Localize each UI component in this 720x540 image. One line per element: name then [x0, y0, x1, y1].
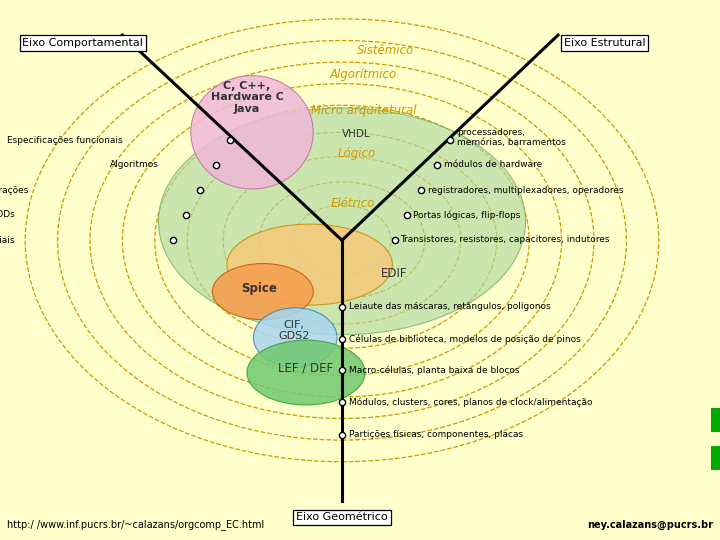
Text: CIF,
GDS2: CIF, GDS2 — [278, 320, 310, 341]
Text: Funções de transferência, equações diferenciais: Funções de transferência, equações difer… — [0, 235, 14, 245]
Text: registradores, multiplexadores, operadores: registradores, multiplexadores, operador… — [428, 186, 624, 194]
Text: Eixo Comportamental: Eixo Comportamental — [22, 38, 143, 48]
Ellipse shape — [247, 340, 365, 405]
Ellipse shape — [212, 264, 313, 320]
Text: Máquinas de estado finitas, operações: Máquinas de estado finitas, operações — [0, 186, 29, 194]
Text: Transistores, resistores, capacitores, indutores: Transistores, resistores, capacitores, i… — [400, 235, 610, 244]
Text: VHDL: VHDL — [342, 129, 371, 139]
Text: http:/ /www.inf.pucrs.br/~calazans/orgcomp_EC.html: http:/ /www.inf.pucrs.br/~calazans/orgco… — [7, 519, 264, 530]
Text: Algorítmico: Algorítmico — [330, 68, 397, 81]
Text: Leiaute das máscaras, retângulos, polígonos: Leiaute das máscaras, retângulos, polígo… — [349, 302, 551, 311]
Text: Células de biblioteca, modelos de posição de pinos: Células de biblioteca, modelos de posiçã… — [349, 334, 581, 344]
Text: Eixo Estrutural: Eixo Estrutural — [564, 38, 646, 48]
Text: Equações booleanas, tabelas verdade, BDDs: Equações booleanas, tabelas verdade, BDD… — [0, 211, 14, 219]
Text: Sistêmico: Sistêmico — [356, 44, 414, 57]
Ellipse shape — [253, 308, 337, 367]
Text: Especificações funcionais: Especificações funcionais — [6, 136, 122, 145]
Text: Módulos, clusters, cores, planos de clock/alimentação: Módulos, clusters, cores, planos de cloc… — [349, 397, 593, 407]
Bar — [711, 446, 720, 470]
Text: LEF / DEF: LEF / DEF — [279, 362, 333, 375]
Text: ney.calazans@pucrs.br: ney.calazans@pucrs.br — [587, 520, 713, 530]
Ellipse shape — [158, 108, 526, 335]
Text: módulos de hardware: módulos de hardware — [444, 160, 542, 169]
Text: Lógico: Lógico — [337, 147, 376, 160]
Text: Macro-células, planta baixa de blocos: Macro-células, planta baixa de blocos — [349, 366, 520, 375]
Text: EDIF: EDIF — [382, 267, 408, 280]
Text: Spice: Spice — [241, 282, 277, 295]
Text: Micro arquitetural: Micro arquitetural — [311, 104, 416, 117]
Text: Eixo Geométrico: Eixo Geométrico — [296, 512, 388, 522]
Text: Elétrico: Elétrico — [330, 197, 375, 210]
Ellipse shape — [227, 224, 392, 305]
Text: Partições físicas, componentes, placas: Partições físicas, componentes, placas — [349, 430, 523, 439]
Text: processadores,
memórias, barramentos: processadores, memórias, barramentos — [457, 128, 566, 147]
Text: C, C++,
Hardware C
Java: C, C++, Hardware C Java — [210, 80, 284, 114]
Text: Algoritmos: Algoritmos — [109, 160, 158, 169]
Bar — [711, 408, 720, 432]
Ellipse shape — [191, 76, 313, 189]
Text: Portas lógicas, flip-flops: Portas lógicas, flip-flops — [413, 210, 521, 220]
